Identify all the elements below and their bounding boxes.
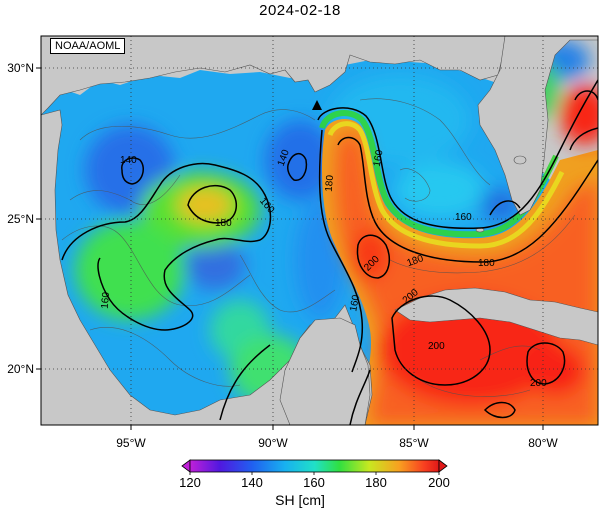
colorbar-tick: 120 bbox=[179, 475, 201, 490]
colorbar-tick: 140 bbox=[241, 475, 263, 490]
contour-label: 160 bbox=[348, 294, 362, 313]
thick-contours bbox=[61, 79, 598, 425]
contour-label: 200 bbox=[428, 341, 445, 352]
contour-label: 200 bbox=[530, 378, 547, 389]
contour-label: 180 bbox=[215, 218, 232, 229]
contour-label: 160 bbox=[100, 291, 112, 309]
lat-label: 20°N bbox=[7, 362, 34, 376]
land-masses bbox=[41, 36, 598, 425]
lon-label: 85°W bbox=[399, 436, 429, 450]
lon-label: 80°W bbox=[528, 436, 558, 450]
contour-label: 160 bbox=[455, 212, 472, 223]
contour-label: 180 bbox=[478, 258, 495, 269]
thin-contours bbox=[61, 98, 576, 397]
graticule bbox=[41, 36, 598, 425]
lon-label: 90°W bbox=[258, 436, 288, 450]
colorbar-tick: 200 bbox=[428, 475, 450, 490]
lat-label: 30°N bbox=[7, 61, 34, 75]
triangle-icon bbox=[312, 100, 322, 110]
contour-label: 140 bbox=[120, 155, 137, 166]
credit-label: NOAA/AOML bbox=[50, 38, 126, 54]
lon-label: 95°W bbox=[116, 436, 146, 450]
ocean-field bbox=[41, 40, 598, 425]
contour-label: 180 bbox=[324, 174, 336, 192]
map-title: 2024-02-18 bbox=[259, 2, 341, 19]
colorbar: 120 140 160 180 200 bbox=[179, 459, 450, 490]
axis-ticks bbox=[36, 67, 544, 430]
map-frame bbox=[40, 35, 599, 426]
lat-label: 25°N bbox=[7, 212, 34, 226]
colorbar-tick: 180 bbox=[365, 475, 387, 490]
contour-label: 160 bbox=[372, 149, 386, 168]
colorbar-label: SH [cm] bbox=[275, 492, 325, 508]
colorbar-tick: 160 bbox=[303, 475, 325, 490]
